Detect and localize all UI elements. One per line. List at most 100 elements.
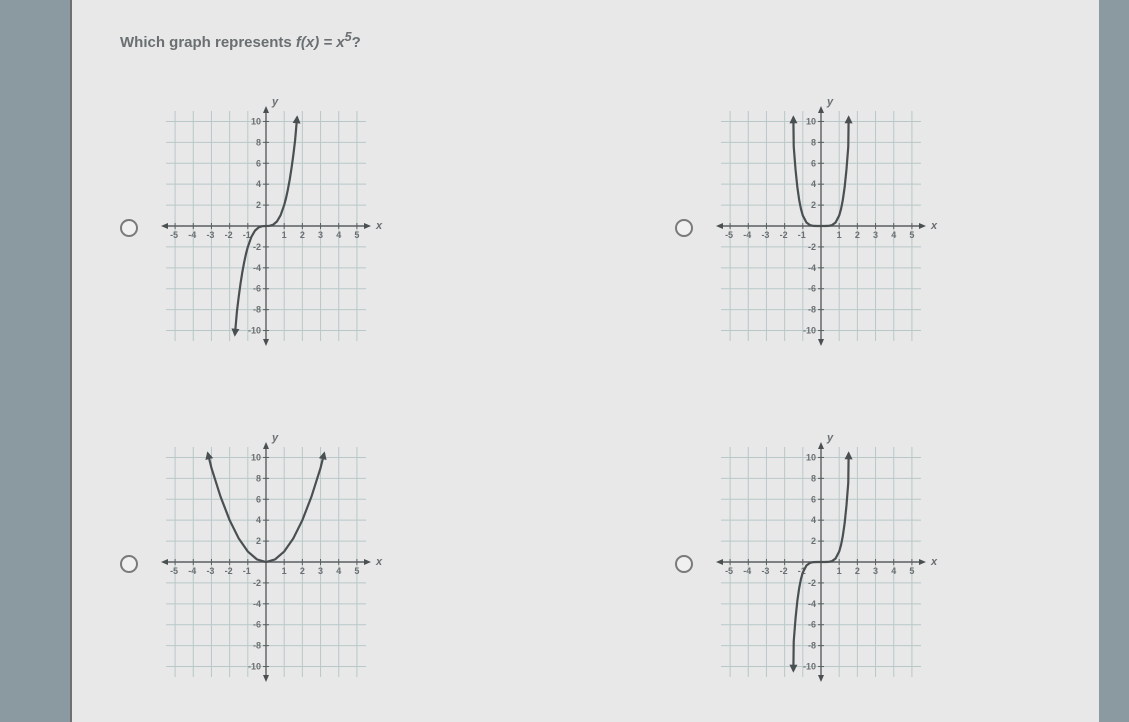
svg-text:4: 4	[810, 515, 815, 525]
svg-text:4: 4	[256, 179, 261, 189]
option-c: -5-4-3-2-112345-10-8-6-4-2246810xy	[120, 416, 495, 712]
svg-text:y: y	[826, 96, 834, 108]
svg-text:x: x	[375, 556, 383, 568]
svg-text:10: 10	[805, 452, 815, 462]
svg-text:-2: -2	[253, 241, 261, 251]
svg-text:10: 10	[251, 116, 261, 126]
svg-text:5: 5	[909, 566, 914, 576]
option-d: -5-4-3-2-112345-10-8-6-4-2246810xy	[675, 416, 1050, 712]
content-area: Which graph represents f(x) = x5? -5 -4 -3…	[100, 20, 1069, 712]
radio-a[interactable]	[120, 219, 138, 237]
svg-text:4: 4	[256, 515, 261, 525]
svg-text:y: y	[271, 96, 279, 108]
svg-text:1: 1	[282, 566, 287, 576]
svg-text:y: y	[826, 432, 834, 444]
chart-c: -5-4-3-2-112345-10-8-6-4-2246810xy	[146, 432, 386, 697]
svg-text:-6: -6	[253, 619, 261, 629]
question-suffix: ?	[352, 34, 361, 51]
options-grid: -5-4-3-2-112345-10-8-6-4-2246810xy -5-4-…	[120, 80, 1049, 712]
svg-text:3: 3	[873, 230, 878, 240]
svg-text:-10: -10	[248, 661, 261, 671]
svg-text:3: 3	[318, 566, 323, 576]
svg-text:10: 10	[251, 452, 261, 462]
svg-text:2: 2	[854, 566, 859, 576]
radio-b[interactable]	[675, 219, 693, 237]
svg-text:5: 5	[909, 230, 914, 240]
question-text: Which graph represents f(x) = x5?	[120, 30, 361, 51]
svg-text:-8: -8	[253, 304, 261, 314]
svg-text:2: 2	[854, 230, 859, 240]
svg-text:-6: -6	[807, 283, 815, 293]
option-b: -5-4-3-2-112345-10-8-6-4-2246810xy	[675, 80, 1050, 376]
svg-text:-4: -4	[807, 262, 815, 272]
question-prefix: Which graph represents	[120, 34, 296, 51]
svg-text:6: 6	[256, 494, 261, 504]
svg-text:-1: -1	[797, 230, 805, 240]
svg-text:-5: -5	[725, 566, 733, 576]
svg-text:-10: -10	[802, 325, 815, 335]
svg-text:-1: -1	[243, 566, 251, 576]
svg-text:2: 2	[300, 566, 305, 576]
svg-text:4: 4	[810, 179, 815, 189]
svg-text:5: 5	[354, 566, 359, 576]
svg-text:4: 4	[891, 230, 896, 240]
svg-text:8: 8	[256, 473, 261, 483]
radio-c[interactable]	[120, 555, 138, 573]
svg-text:x: x	[375, 220, 383, 232]
svg-text:-6: -6	[807, 619, 815, 629]
svg-text:1: 1	[836, 566, 841, 576]
svg-text:8: 8	[810, 137, 815, 147]
svg-text:2: 2	[256, 536, 261, 546]
svg-text:5: 5	[354, 230, 359, 240]
svg-text:-3: -3	[761, 566, 769, 576]
svg-text:-5: -5	[170, 230, 178, 240]
svg-text:-5: -5	[725, 230, 733, 240]
svg-text:2: 2	[810, 536, 815, 546]
svg-text:-2: -2	[779, 566, 787, 576]
svg-text:4: 4	[891, 566, 896, 576]
svg-text:6: 6	[810, 158, 815, 168]
svg-text:1: 1	[282, 230, 287, 240]
question-function: f(x) = x5	[296, 34, 352, 51]
svg-text:-4: -4	[188, 566, 196, 576]
svg-text:-2: -2	[225, 566, 233, 576]
svg-text:-8: -8	[253, 640, 261, 650]
svg-text:8: 8	[256, 137, 261, 147]
svg-text:-8: -8	[807, 304, 815, 314]
svg-text:3: 3	[873, 566, 878, 576]
svg-text:2: 2	[810, 200, 815, 210]
svg-text:10: 10	[805, 116, 815, 126]
svg-text:-2: -2	[779, 230, 787, 240]
svg-text:-2: -2	[253, 577, 261, 587]
svg-text:-8: -8	[807, 640, 815, 650]
svg-text:-5: -5	[170, 566, 178, 576]
svg-text:2: 2	[300, 230, 305, 240]
svg-text:-4: -4	[188, 230, 196, 240]
svg-text:3: 3	[318, 230, 323, 240]
svg-text:-2: -2	[807, 577, 815, 587]
svg-text:-10: -10	[248, 325, 261, 335]
chart-d: -5-4-3-2-112345-10-8-6-4-2246810xy	[701, 432, 941, 697]
svg-text:y: y	[271, 432, 279, 444]
svg-text:-2: -2	[807, 241, 815, 251]
chart-b: -5-4-3-2-112345-10-8-6-4-2246810xy	[701, 96, 941, 361]
svg-text:-1: -1	[243, 230, 251, 240]
svg-text:8: 8	[810, 473, 815, 483]
svg-text:4: 4	[336, 230, 341, 240]
svg-text:-2: -2	[225, 230, 233, 240]
svg-text:-10: -10	[802, 661, 815, 671]
option-a: -5-4-3-2-112345-10-8-6-4-2246810xy	[120, 80, 495, 376]
svg-text:6: 6	[256, 158, 261, 168]
svg-text:-4: -4	[253, 598, 261, 608]
svg-text:6: 6	[810, 494, 815, 504]
svg-text:4: 4	[336, 566, 341, 576]
svg-text:-3: -3	[761, 230, 769, 240]
svg-text:-4: -4	[807, 598, 815, 608]
radio-d[interactable]	[675, 555, 693, 573]
chart-a: -5-4-3-2-112345-10-8-6-4-2246810xy	[146, 96, 386, 361]
svg-text:2: 2	[256, 200, 261, 210]
svg-text:-4: -4	[743, 230, 751, 240]
svg-text:-4: -4	[253, 262, 261, 272]
svg-text:-3: -3	[206, 566, 214, 576]
svg-text:1: 1	[836, 230, 841, 240]
